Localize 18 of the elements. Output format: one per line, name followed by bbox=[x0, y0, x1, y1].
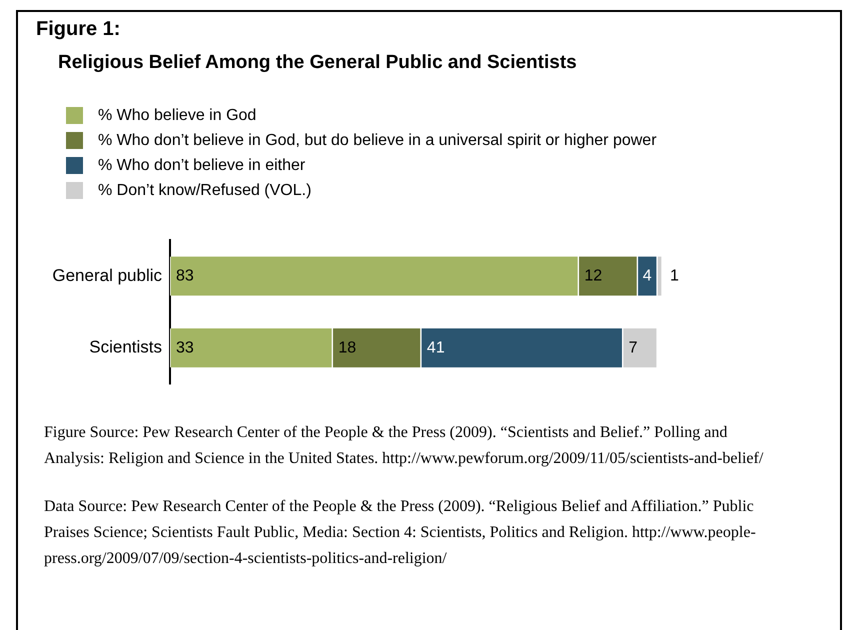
data-label: 83 bbox=[176, 268, 194, 285]
legend-label: % Who don’t believe in God, but do believe in a universal spirit or higher power bbox=[98, 131, 657, 151]
data-label: 12 bbox=[584, 268, 602, 285]
data-label: 4 bbox=[642, 268, 652, 285]
data-label: 18 bbox=[338, 339, 356, 356]
chart-subtitle: Religious Belief Among the General Public and Scientists bbox=[58, 52, 577, 74]
data-label: 1 bbox=[670, 268, 679, 285]
chart-title: Figure 1: bbox=[36, 18, 120, 41]
legend-label: % Who don’t believe in either bbox=[98, 156, 306, 176]
data-label: 7 bbox=[628, 339, 638, 356]
legend-label: % Don’t know/Refused (VOL.) bbox=[98, 181, 312, 201]
source-note: Data Source: Pew Research Center of the People & the Press (2009). “Religious Belief and Affiliation.” Public Praises Science; Scientists Fault Public, Media: Section 4: Scientists, Politics and Religion. http://www.people-press.org/2009/07/09/section-4-scientists-politics-and-religion/ bbox=[44, 497, 757, 569]
y-tick-label: General public bbox=[52, 266, 162, 285]
text: Figure Source: Pew Research Center of the People & the Press (2009). “Scientists and Belief.” Polling and Analysis: Religion and Science in the United States. http://www.pewforum.org/2009/11/05/scientists-and-belief/ bbox=[44, 423, 764, 469]
data-label: 33 bbox=[176, 339, 194, 356]
data-label: 41 bbox=[426, 339, 445, 356]
legend-label: % Who believe in God bbox=[98, 106, 256, 126]
y-tick-label: Scientists bbox=[89, 338, 162, 357]
